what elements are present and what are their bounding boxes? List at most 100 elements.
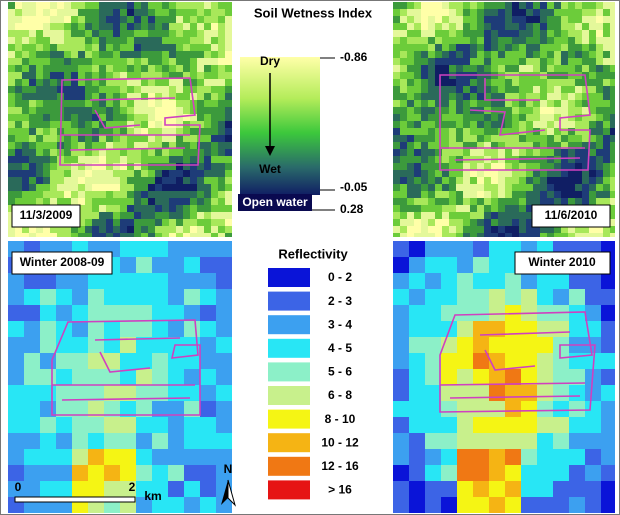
map-cell xyxy=(211,149,218,156)
map-cell xyxy=(585,433,601,449)
map-cell xyxy=(15,86,22,93)
map-cell xyxy=(43,51,50,58)
map-cell xyxy=(176,226,183,233)
map-cell xyxy=(519,51,526,58)
map-cell xyxy=(8,305,24,321)
map-cell xyxy=(554,135,561,142)
map-cell xyxy=(400,100,407,107)
map-cell xyxy=(435,58,442,65)
map-cell xyxy=(134,198,141,205)
map-cell xyxy=(470,198,477,205)
map-cell xyxy=(225,100,232,107)
map-cell xyxy=(442,30,449,37)
map-cell xyxy=(106,121,113,128)
map-cell xyxy=(519,219,526,226)
map-cell xyxy=(498,79,505,86)
map-cell xyxy=(155,142,162,149)
map-cell xyxy=(400,149,407,156)
map-cell xyxy=(442,198,449,205)
map-cell xyxy=(435,198,442,205)
map-cell xyxy=(442,219,449,226)
map-cell xyxy=(512,93,519,100)
map-cell xyxy=(127,107,134,114)
map-cell xyxy=(421,191,428,198)
map-cell xyxy=(407,135,414,142)
map-cell xyxy=(421,72,428,79)
map-cell xyxy=(216,321,232,337)
map-cell xyxy=(512,149,519,156)
map-cell xyxy=(414,44,421,51)
map-cell xyxy=(498,51,505,58)
map-cell xyxy=(106,149,113,156)
map-cell xyxy=(421,226,428,233)
map-cell xyxy=(85,44,92,51)
map-cell xyxy=(197,107,204,114)
map-cell xyxy=(585,465,601,481)
map-cell xyxy=(36,191,43,198)
map-cell xyxy=(127,44,134,51)
map-cell xyxy=(554,107,561,114)
map-cell xyxy=(561,79,568,86)
map-cell xyxy=(85,107,92,114)
map-cell xyxy=(106,170,113,177)
panel-label: Winter 2008-09 xyxy=(20,255,105,269)
map-cell xyxy=(489,369,505,385)
map-cell xyxy=(505,433,521,449)
map-cell xyxy=(400,226,407,233)
map-cell xyxy=(24,449,40,465)
map-cell xyxy=(473,369,489,385)
map-cell xyxy=(393,241,409,257)
map-cell xyxy=(547,107,554,114)
map-cell xyxy=(127,170,134,177)
map-cell xyxy=(155,2,162,9)
map-cell xyxy=(72,401,88,417)
map-cell xyxy=(88,465,104,481)
map-cell xyxy=(414,23,421,30)
map-cell xyxy=(78,23,85,30)
map-cell xyxy=(85,177,92,184)
map-cell xyxy=(57,170,64,177)
map-cell xyxy=(78,58,85,65)
map-cell xyxy=(519,86,526,93)
map-cell xyxy=(407,44,414,51)
map-cell xyxy=(120,219,127,226)
map-cell xyxy=(218,198,225,205)
map-cell xyxy=(582,2,589,9)
label-box xyxy=(531,204,611,228)
map-cell xyxy=(24,433,40,449)
map-cell xyxy=(36,226,43,233)
map-cell xyxy=(407,198,414,205)
map-cell xyxy=(477,184,484,191)
map-cell xyxy=(512,30,519,37)
map-cell xyxy=(43,2,50,9)
map-cell xyxy=(211,30,218,37)
legend-swatch xyxy=(268,433,310,453)
map-cell xyxy=(540,2,547,9)
map-cell xyxy=(463,2,470,9)
map-cell xyxy=(484,9,491,16)
map-cell xyxy=(64,65,71,72)
map-cell xyxy=(414,149,421,156)
map-cell xyxy=(393,23,400,30)
map-cell xyxy=(71,170,78,177)
map-cell xyxy=(400,16,407,23)
map-cell xyxy=(585,417,601,433)
map-cell xyxy=(519,65,526,72)
map-cell xyxy=(610,149,615,156)
map-cell xyxy=(603,30,610,37)
map-cell xyxy=(200,481,216,497)
map-cell xyxy=(211,114,218,121)
map-cell xyxy=(85,9,92,16)
map-cell xyxy=(106,58,113,65)
map-cell xyxy=(428,9,435,16)
map-cell xyxy=(596,37,603,44)
map-cell xyxy=(43,198,50,205)
map-cell xyxy=(29,170,36,177)
map-cell xyxy=(169,226,176,233)
map-cell xyxy=(463,135,470,142)
map-cell xyxy=(218,226,225,233)
map-cell xyxy=(22,23,29,30)
map-cell xyxy=(15,177,22,184)
map-cell xyxy=(113,114,120,121)
map-cell xyxy=(610,107,615,114)
